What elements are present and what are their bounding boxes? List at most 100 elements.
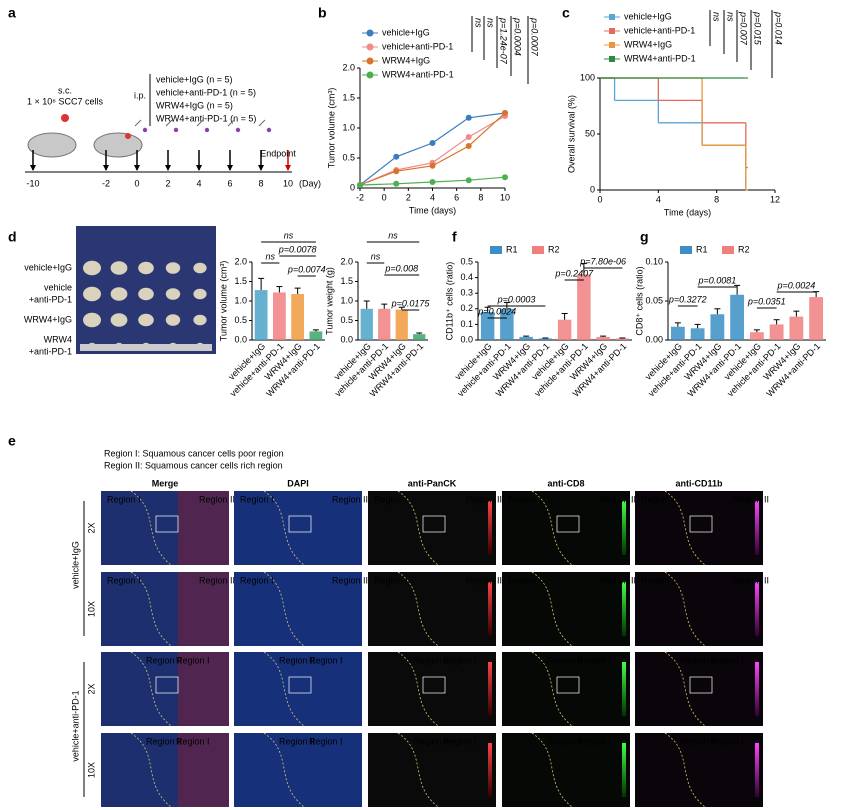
injection (204, 127, 210, 133)
region-label: Region II (733, 575, 769, 585)
y-tick-label: 0.5 (460, 256, 473, 266)
region-label: Region II (466, 575, 502, 585)
zoom-box (689, 676, 713, 694)
series-line (359, 112, 506, 186)
syringe (134, 119, 142, 127)
legend-label: vehicle+anti-PD-1 (624, 25, 695, 35)
annotation: p=7.80e-06 (579, 256, 626, 266)
color-scale (755, 582, 759, 636)
annotation: p=0.0078 (278, 244, 317, 254)
note: Region I: Squamous cancer cells poor reg… (104, 448, 284, 458)
data-point (393, 180, 400, 187)
region-label: Region II (279, 655, 315, 665)
zoom-label: 2X (86, 522, 96, 533)
legend-marker (609, 42, 615, 48)
data-point (393, 168, 400, 175)
y-tick-label: 0 (590, 184, 595, 194)
legend-marker (532, 246, 544, 254)
y-axis-label: Tumor volume (cm³) (326, 88, 336, 169)
y-tick-label: 1.5 (340, 276, 353, 286)
tumor (83, 260, 101, 276)
injection (266, 127, 272, 133)
legend-label: WRW4+anti-PD-1 (382, 69, 454, 79)
tumor (165, 288, 181, 300)
annotation: p=0.0024 (477, 306, 516, 316)
annotation: p=0.0024 (776, 280, 815, 290)
y-tick-label: 0.0 (340, 334, 353, 344)
day-label: 6 (227, 178, 232, 188)
zoom-box (556, 515, 580, 533)
endpoint-label: Endpoint (260, 148, 296, 158)
data-point (429, 140, 436, 146)
y-tick-label: 2.0 (234, 256, 247, 266)
y-tick-label: 0.0 (234, 334, 247, 344)
data-point (393, 153, 400, 160)
bar (670, 326, 685, 340)
micrograph (368, 733, 496, 807)
day-label: 8 (258, 178, 263, 188)
series-line (359, 112, 506, 186)
ip-label: i.p. (134, 90, 146, 100)
group-label: WRW4+anti-PD-1 (n = 5) (156, 113, 256, 123)
annotation: p=0.008 (384, 263, 418, 273)
bar (690, 328, 705, 340)
tumor (61, 114, 69, 122)
y-axis-label: Overall survival (%) (566, 95, 576, 173)
color-scale (622, 501, 626, 555)
region-label: Region I (710, 736, 744, 746)
micrograph (635, 733, 763, 807)
cells-label: 1 × 10⁶ SCC7 cells (27, 96, 103, 106)
sc-label: s.c. (58, 85, 72, 95)
color-scale (488, 582, 492, 636)
injection (142, 127, 148, 133)
legend-marker (680, 246, 692, 254)
y-tick-label: 100 (580, 72, 595, 82)
x-axis-label: Time (days) (664, 207, 711, 217)
panel-label: a (8, 5, 16, 21)
data-point (465, 143, 472, 149)
y-tick-label: 1.5 (234, 276, 247, 286)
x-tick-label: 4 (656, 194, 661, 204)
bar (538, 338, 553, 340)
legend-marker (366, 43, 374, 51)
micrograph (234, 733, 362, 807)
arrow-head (258, 165, 264, 171)
annotation: p=0.0074 (287, 264, 326, 274)
legend-label: WRW4+anti-PD-1 (624, 53, 696, 63)
bar (500, 308, 514, 340)
syringe (227, 119, 235, 127)
group-label: vehicle+anti-PD-1 (n = 5) (156, 87, 256, 97)
y-tick-label: 0.05 (645, 295, 663, 305)
legend-label: WRW4+IgG (382, 55, 430, 65)
region-label: Region I (710, 655, 744, 665)
annotation: ns (265, 251, 275, 261)
arrow-head (30, 165, 36, 171)
bar (557, 319, 572, 340)
arrow-head (103, 165, 109, 171)
y-tick-label: 0.3 (460, 288, 473, 298)
row-label: vehicle+IgG (24, 262, 72, 272)
legend-marker (722, 246, 734, 254)
group-label: WRW4+IgG (n = 5) (156, 100, 233, 110)
column-header: anti-CD8 (547, 478, 584, 488)
legend-marker (609, 28, 615, 34)
region-label: Region II (146, 736, 182, 746)
syringe (165, 119, 173, 127)
panel-label: c (562, 5, 570, 21)
region-label: Region I (443, 736, 477, 746)
color-scale (622, 582, 626, 636)
region-label: Region II (199, 494, 235, 504)
bar (519, 336, 533, 340)
region-label: Region I (107, 575, 141, 585)
bar (749, 332, 764, 340)
zoom-box (556, 676, 580, 694)
x-tick-label: 2 (406, 192, 411, 202)
bar (291, 293, 305, 340)
tumor (110, 261, 128, 275)
row-label: WRW4+IgG (24, 314, 72, 324)
region-label: Region I (374, 494, 408, 504)
region-label: Region II (413, 655, 449, 665)
micrograph (635, 652, 763, 726)
day-unit: (Day) (299, 178, 321, 188)
